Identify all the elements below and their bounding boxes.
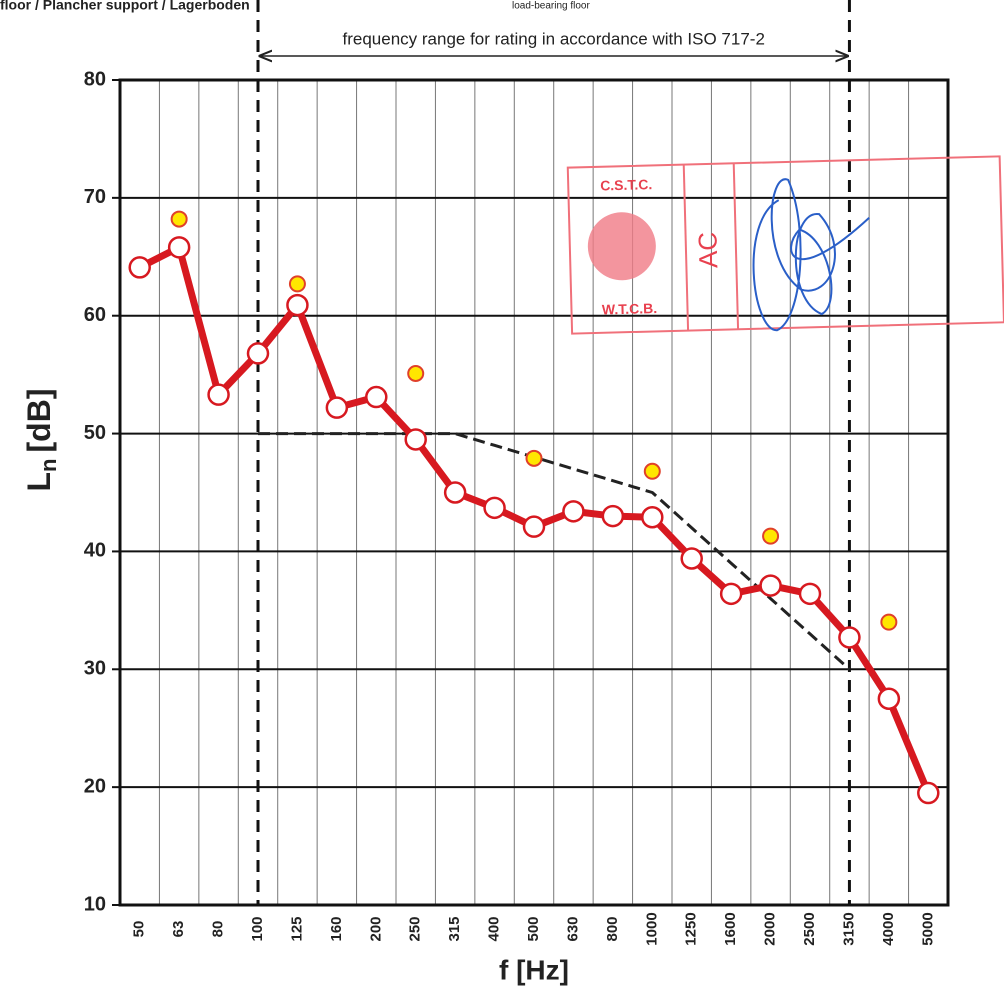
x-tick-label: 1250: [683, 912, 700, 945]
data-point: [798, 582, 822, 606]
stamp-text: AC: [692, 232, 723, 269]
octave-point: [643, 462, 661, 480]
header-note: load-bearing floor: [512, 1, 590, 12]
annotation: frequency range for rating in accordance…: [343, 29, 765, 48]
y-tick-label: 70: [84, 186, 106, 208]
data-point: [128, 256, 151, 279]
y-tick-label: 20: [84, 775, 106, 797]
x-tick-label: 3150: [840, 912, 857, 945]
stamp-text: C.S.T.C.: [600, 176, 653, 193]
octave-point: [288, 275, 306, 293]
y-tick-label: 50: [84, 422, 106, 444]
x-tick-label: 250: [407, 916, 424, 941]
data-point: [719, 582, 743, 606]
data-point: [483, 496, 506, 520]
x-tick-label: 800: [604, 916, 621, 941]
octave-point: [762, 527, 780, 545]
y-axis-label: Ln [dB]: [21, 389, 60, 492]
x-tick-label: 400: [486, 916, 503, 941]
x-tick-label: 500: [525, 916, 542, 941]
y-tick-label: 60: [84, 304, 106, 326]
data-point: [759, 574, 782, 597]
x-tick-label: 315: [446, 916, 463, 941]
octave-point: [880, 613, 898, 631]
data-point: [365, 385, 388, 409]
x-tick-label: 200: [367, 916, 384, 941]
plot-frame: [118, 78, 950, 907]
stamp: C.S.T.C. W.T.C.B. AC: [566, 155, 1004, 335]
data-point: [325, 396, 349, 419]
data-point: [601, 504, 625, 528]
y-tick-label: 10: [84, 893, 106, 915]
header-text: floor / Plancher support / Lagerboden: [0, 0, 250, 13]
x-axis-label: f [Hz]: [499, 954, 569, 985]
y-label-unit: [dB]: [21, 389, 57, 453]
y-label-symbol: L: [21, 472, 57, 492]
x-tick-label: 1600: [722, 912, 739, 945]
data-point: [404, 428, 427, 451]
y-tick-label: 80: [84, 68, 106, 90]
reference-line: [258, 432, 851, 671]
x-tick-label: 630: [564, 916, 581, 941]
data-point: [562, 500, 585, 523]
x-tick-label: 80: [210, 921, 227, 938]
data-point: [167, 236, 191, 259]
x-tick-label: 2500: [801, 912, 818, 945]
x-tick-label: 160: [328, 916, 345, 941]
y-tick-label: 40: [84, 540, 106, 562]
octave-point: [525, 449, 543, 467]
x-tick-label: 125: [288, 916, 305, 941]
data-point: [207, 383, 230, 406]
x-tick-label: 4000: [880, 912, 897, 945]
y-label-subscript: n: [36, 458, 61, 471]
data-point: [877, 687, 901, 710]
data-point: [246, 342, 270, 365]
y-tick-label: 30: [84, 658, 106, 680]
stamp-text: W.T.C.B.: [602, 300, 658, 317]
x-tick-label: 50: [131, 921, 148, 938]
data-point: [286, 293, 309, 317]
x-tick-label: 1000: [643, 912, 660, 945]
x-tick-label: 2000: [762, 912, 779, 945]
octave-point: [170, 210, 188, 228]
data-point: [680, 547, 703, 570]
x-tick-label: 100: [249, 916, 266, 941]
data-point: [917, 781, 940, 805]
data-point: [641, 506, 664, 529]
data-point: [522, 515, 546, 538]
data-point: [443, 481, 467, 504]
x-tick-label: 63: [170, 921, 187, 938]
x-tick-label: 5000: [919, 912, 936, 945]
data-point: [838, 626, 861, 649]
octave-point: [407, 364, 425, 382]
